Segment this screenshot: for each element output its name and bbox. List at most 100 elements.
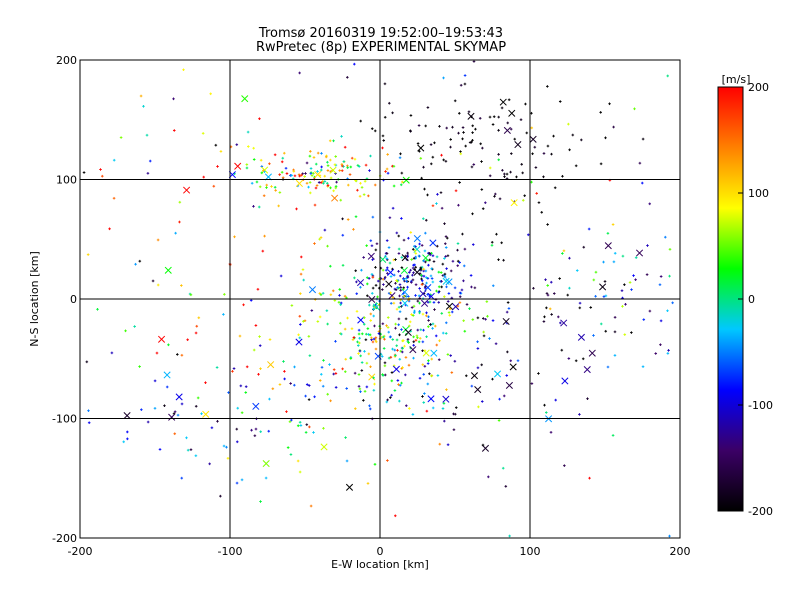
scatter-marker-plus bbox=[357, 332, 361, 336]
scatter-marker-plus bbox=[482, 330, 485, 334]
scatter-marker-plus bbox=[151, 279, 155, 283]
scatter-marker-plus bbox=[349, 357, 353, 360]
scatter-marker-plus bbox=[422, 259, 425, 263]
scatter-marker-plus bbox=[400, 328, 403, 331]
scatter-marker-plus bbox=[373, 324, 376, 328]
scatter-marker-plus bbox=[186, 448, 190, 452]
scatter-marker-plus bbox=[82, 171, 86, 174]
scatter-marker-plus bbox=[320, 366, 324, 369]
scatter-marker-plus bbox=[374, 283, 378, 287]
scatter-marker-plus bbox=[332, 139, 335, 143]
scatter-marker-plus bbox=[185, 436, 188, 440]
scatter-marker-x bbox=[168, 413, 176, 421]
scatter-marker-plus bbox=[302, 320, 305, 323]
scatter-marker-plus bbox=[394, 281, 397, 285]
scatter-marker-plus bbox=[461, 137, 464, 141]
scatter-marker-plus bbox=[310, 174, 314, 177]
scatter-marker-plus bbox=[578, 413, 581, 416]
scatter-marker-plus bbox=[402, 238, 406, 242]
scatter-marker-plus bbox=[420, 277, 423, 281]
scatter-marker-plus bbox=[172, 129, 176, 132]
scatter-marker-plus bbox=[445, 126, 449, 130]
scatter-marker-plus bbox=[409, 268, 412, 272]
scatter-marker-plus bbox=[309, 191, 312, 195]
scatter-marker-plus bbox=[429, 323, 432, 326]
scatter-marker-plus bbox=[497, 158, 501, 162]
scatter-marker-plus bbox=[425, 311, 428, 315]
scatter-marker-plus bbox=[352, 336, 356, 339]
scatter-marker-plus bbox=[484, 201, 487, 205]
scatter-marker-plus bbox=[435, 289, 438, 293]
scatter-marker-plus bbox=[372, 389, 376, 392]
scatter-marker-plus bbox=[400, 217, 403, 220]
scatter-marker-plus bbox=[424, 260, 427, 264]
scatter-marker-x bbox=[421, 299, 429, 307]
scatter-marker-plus bbox=[359, 354, 362, 358]
scatter-marker-x bbox=[430, 349, 438, 357]
scatter-marker-plus bbox=[208, 462, 211, 466]
scatter-marker-x bbox=[505, 381, 513, 389]
scatter-marker-plus bbox=[468, 307, 471, 310]
scatter-marker-plus bbox=[440, 285, 443, 289]
scatter-marker-plus bbox=[235, 143, 239, 146]
scatter-marker-plus bbox=[354, 215, 358, 218]
scatter-marker-plus bbox=[530, 382, 534, 385]
scatter-marker-plus bbox=[236, 406, 240, 410]
scatter-marker-plus bbox=[400, 256, 404, 259]
scatter-marker-plus bbox=[293, 365, 296, 369]
scatter-marker-plus bbox=[419, 266, 422, 270]
scatter-marker-plus bbox=[180, 402, 184, 406]
scatter-marker-plus bbox=[373, 129, 377, 133]
scatter-marker-plus bbox=[371, 215, 375, 219]
scatter-marker-x bbox=[404, 328, 412, 337]
scatter-marker-plus bbox=[409, 231, 413, 234]
scatter-marker-plus bbox=[430, 277, 434, 280]
scatter-marker-plus bbox=[238, 334, 242, 338]
scatter-marker-plus bbox=[449, 269, 453, 273]
scatter-marker-plus bbox=[578, 306, 582, 310]
scatter-marker-plus bbox=[323, 174, 327, 178]
scatter-marker-plus bbox=[298, 336, 302, 340]
scatter-marker-plus bbox=[112, 196, 116, 200]
scatter-marker-plus bbox=[232, 367, 236, 370]
scatter-marker-plus bbox=[305, 181, 309, 185]
colorbar-tick-label: 100 bbox=[748, 187, 769, 200]
scatter-marker-plus bbox=[391, 347, 394, 351]
scatter-marker-plus bbox=[444, 246, 448, 249]
scatter-marker-plus bbox=[592, 278, 596, 282]
scatter-marker-plus bbox=[427, 263, 430, 267]
scatter-marker-plus bbox=[326, 160, 329, 164]
scatter-marker-plus bbox=[648, 309, 652, 313]
scatter-marker-plus bbox=[435, 255, 439, 259]
scatter-marker-plus bbox=[659, 343, 662, 347]
scatter-marker-plus bbox=[458, 181, 461, 184]
scatter-marker-x bbox=[157, 335, 166, 343]
scatter-marker-plus bbox=[194, 454, 198, 458]
scatter-marker-plus bbox=[530, 180, 533, 184]
scatter-marker-plus bbox=[463, 247, 467, 251]
scatter-marker-plus bbox=[448, 313, 451, 317]
scatter-marker-plus bbox=[502, 394, 506, 398]
scatter-marker-plus bbox=[178, 200, 182, 204]
scatter-marker-plus bbox=[343, 370, 347, 374]
scatter-marker-plus bbox=[408, 407, 411, 410]
axis-ticks: -200 -100 0 100 200 -200 -100 0 100 200 bbox=[52, 54, 690, 558]
scatter-marker-plus bbox=[355, 310, 359, 313]
scatter-marker-plus bbox=[334, 386, 338, 389]
scatter-marker-plus bbox=[322, 182, 325, 185]
scatter-marker-x bbox=[392, 365, 400, 373]
scatter-marker-plus bbox=[613, 251, 617, 255]
scatter-marker-plus bbox=[575, 269, 579, 272]
scatter-marker-plus bbox=[244, 391, 248, 394]
scatter-marker-plus bbox=[659, 319, 663, 323]
scatter-marker-plus bbox=[357, 328, 361, 332]
scatter-marker-x bbox=[357, 316, 365, 324]
scatter-marker-plus bbox=[424, 218, 428, 222]
scatter-marker-plus bbox=[386, 171, 390, 175]
scatter-marker-plus bbox=[404, 373, 407, 377]
scatter-marker-plus bbox=[110, 351, 114, 355]
scatter-marker-plus bbox=[667, 349, 670, 352]
scatter-marker-plus bbox=[506, 350, 509, 354]
scatter-marker-plus bbox=[411, 266, 415, 270]
scatter-marker-plus bbox=[411, 314, 415, 317]
